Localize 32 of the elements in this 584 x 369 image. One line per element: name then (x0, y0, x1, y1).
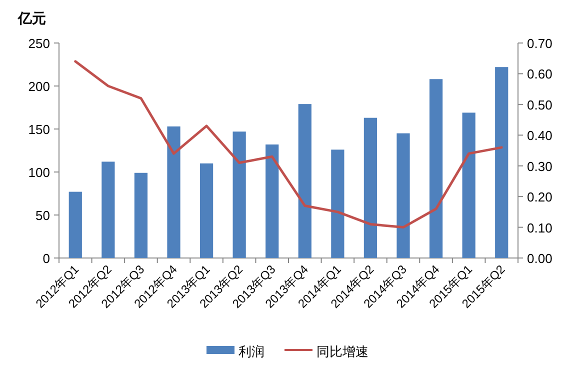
bar (102, 162, 115, 258)
y-tick-label: 0 (42, 251, 50, 266)
bar (495, 67, 508, 258)
y-tick-label: 50 (36, 208, 50, 223)
y2-tick-label: 0.40 (527, 128, 552, 144)
y2-tick-label: 0.20 (527, 190, 552, 205)
bar (396, 133, 410, 258)
y2-tick-label: 0.50 (527, 97, 552, 112)
bar (331, 150, 344, 258)
bar (429, 79, 443, 258)
line-series (74, 60, 503, 229)
bar (266, 144, 279, 258)
y2-tick-label: 0.30 (527, 158, 552, 174)
y2-tick-label: 0.60 (527, 66, 552, 82)
y2-tick-label: 0.10 (527, 220, 552, 236)
y-tick-label: 250 (28, 36, 50, 51)
y2-tick-label: 0.00 (527, 251, 552, 266)
bar (134, 172, 148, 258)
bar (232, 132, 246, 258)
bar (167, 126, 180, 258)
y2-tick-label: 0.70 (527, 36, 552, 51)
bar (68, 192, 82, 258)
bar (364, 118, 378, 258)
legend-label: 利润 (238, 344, 264, 359)
bar (462, 112, 476, 258)
bar (298, 104, 312, 258)
bar (200, 163, 214, 258)
y-tick-label: 200 (28, 79, 50, 94)
legend-label: 同比增速 (316, 344, 368, 359)
y-axis-title: 亿元 (17, 10, 46, 26)
y-tick-label: 100 (28, 165, 50, 180)
y-tick-label: 150 (28, 122, 50, 137)
